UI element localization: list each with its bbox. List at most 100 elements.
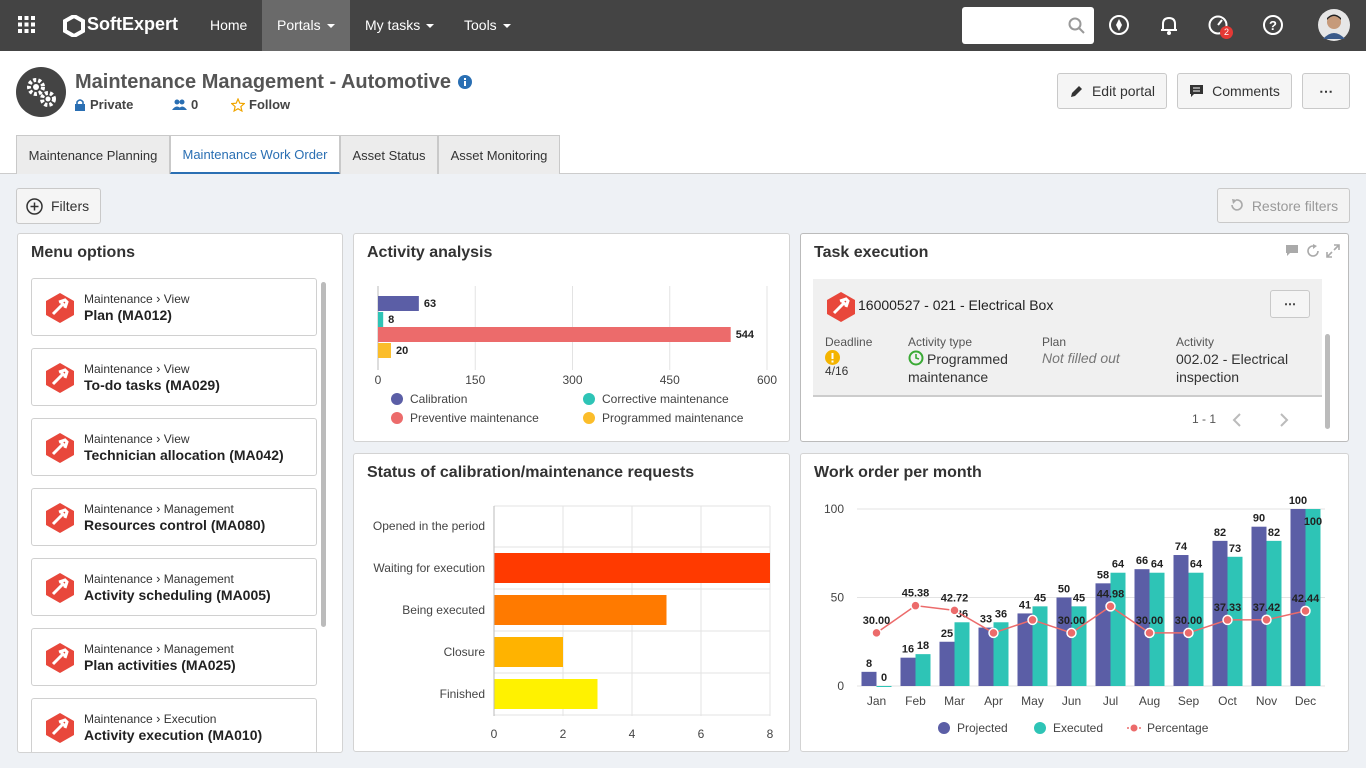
menu-item-path: Maintenance › View [84,361,190,376]
activity-analysis-panel: Activity analysis 0 150 300 450 600 63 8 544 20 C… [353,233,790,442]
menu-item[interactable]: Maintenance › Management Activity schedul… [31,558,317,616]
plan-value: Not filled out [1042,350,1120,366]
legend-label: Programmed maintenance [602,411,744,425]
maintenance-hammer-icon [46,433,74,463]
data-label: 30.00 [1058,615,1086,627]
category-label: Waiting for execution [373,561,485,575]
task-more-button[interactable]: ⋯ [1270,290,1310,318]
menu-item-section: View [163,432,190,446]
avatar[interactable] [1318,9,1350,41]
data-label: 44.98 [1097,588,1125,600]
menu-item-path: Maintenance › Execution [84,711,216,726]
menu-options-title: Menu options [31,244,135,261]
menu-item-module: Maintenance [84,432,153,446]
comment-icon[interactable] [1285,244,1299,257]
restore-filters-button[interactable]: Restore filters [1217,188,1350,223]
maintenance-hammer-icon [46,713,74,743]
menu-item[interactable]: Maintenance › View Plan (MA012) [31,278,317,336]
clock-icon [908,350,924,366]
x-tick-label: 600 [757,373,777,387]
data-label: 25 [941,628,953,640]
bar-executed [1110,572,1126,686]
data-label: 74 [1175,541,1188,553]
tab-asset-monitoring[interactable]: Asset Monitoring [438,135,560,174]
menu-item[interactable]: Maintenance › Management Plan activities … [31,628,317,686]
x-tick-label: 450 [660,373,680,387]
data-label: 64 [1151,559,1164,571]
nav-my-tasks[interactable]: My tasks [365,0,435,51]
tab-maintenance-work-order[interactable]: Maintenance Work Order [170,135,340,174]
more-options-button[interactable]: ⋯ [1302,73,1350,109]
scrollbar[interactable] [321,282,326,627]
search-input[interactable] [962,7,1094,44]
scrollbar[interactable] [1325,334,1330,429]
menu-item[interactable]: Maintenance › Management Resources contro… [31,488,317,546]
nav-tools[interactable]: Tools [464,0,511,51]
apps-grid-icon[interactable] [18,16,35,33]
brand-name[interactable]: SoftExpert [87,14,179,34]
nav-my-tasks-label: My tasks [365,17,421,33]
undo-icon [1231,199,1243,211]
deadline-label: Deadline [825,335,873,349]
x-tick-label: Jun [1062,694,1081,708]
data-label: 58 [1097,569,1109,581]
category-label: Opened in the period [373,519,485,533]
bell-icon[interactable] [1157,13,1181,37]
info-icon[interactable] [458,75,472,89]
x-tick-label: 150 [465,373,485,387]
privacy-status: Private [75,97,133,112]
nav-home[interactable]: Home [210,17,248,33]
task-card[interactable]: 16000527 - 021 - Electrical Box ⋯ Deadli… [813,279,1322,397]
nav-portals-label: Portals [277,17,321,33]
data-label: 100 [1304,516,1322,528]
chevron-down-icon [326,24,335,29]
chevron-right-icon[interactable] [1278,412,1290,428]
compass-icon[interactable] [1107,13,1131,37]
comments-label: Comments [1212,83,1280,99]
data-label: 100 [1289,495,1307,507]
edit-portal-button[interactable]: Edit portal [1057,73,1167,109]
menu-item[interactable]: Maintenance › Execution Activity executio… [31,698,317,752]
tab-maintenance-planning[interactable]: Maintenance Planning [16,135,170,174]
x-tick-label: Oct [1218,694,1237,708]
filters-label: Filters [51,198,90,214]
data-label: 8 [388,314,394,326]
plus-circle-icon [26,197,43,215]
tab-asset-status[interactable]: Asset Status [340,135,438,174]
page-title: Maintenance Management - Automotive [75,71,451,93]
gauge-icon[interactable] [1207,13,1231,37]
data-label: 20 [396,345,408,357]
legend-marker [1034,722,1046,734]
menu-item[interactable]: Maintenance › View Technician allocation … [31,418,317,476]
filters-button[interactable]: Filters [16,188,101,224]
legend-label: Executed [1053,721,1103,735]
work-order-title: Work order per month [814,464,982,481]
nav-tools-label: Tools [464,17,497,33]
members-count[interactable]: 0 [172,97,198,112]
category-label: Finished [440,687,485,701]
chevron-left-icon[interactable] [1231,412,1243,428]
search-icon[interactable] [1068,17,1085,34]
bar-projected [861,671,877,686]
bar-executed [915,654,931,686]
legend-label: Projected [957,721,1008,735]
menu-item-module: Maintenance [84,292,153,306]
activity-label: Activity [1176,335,1215,349]
edit-portal-label: Edit portal [1091,83,1156,99]
percentage-point [988,627,999,639]
data-label: 45.38 [902,588,930,600]
comments-button[interactable]: Comments [1177,73,1292,109]
menu-item[interactable]: Maintenance › View To-do tasks (MA029) [31,348,317,406]
nav-portals[interactable]: Portals [262,0,350,51]
refresh-icon[interactable] [1306,244,1320,258]
expand-icon[interactable] [1326,244,1340,258]
bar-projected [1017,613,1033,686]
follow-button[interactable]: Follow [231,97,290,112]
x-tick-label: 6 [698,727,705,741]
activity-analysis-title: Activity analysis [367,244,493,261]
help-icon[interactable]: ? [1261,13,1285,37]
data-label: 45 [1073,592,1085,604]
menu-item-section: View [163,292,190,306]
legend-label: Preventive maintenance [410,411,539,425]
